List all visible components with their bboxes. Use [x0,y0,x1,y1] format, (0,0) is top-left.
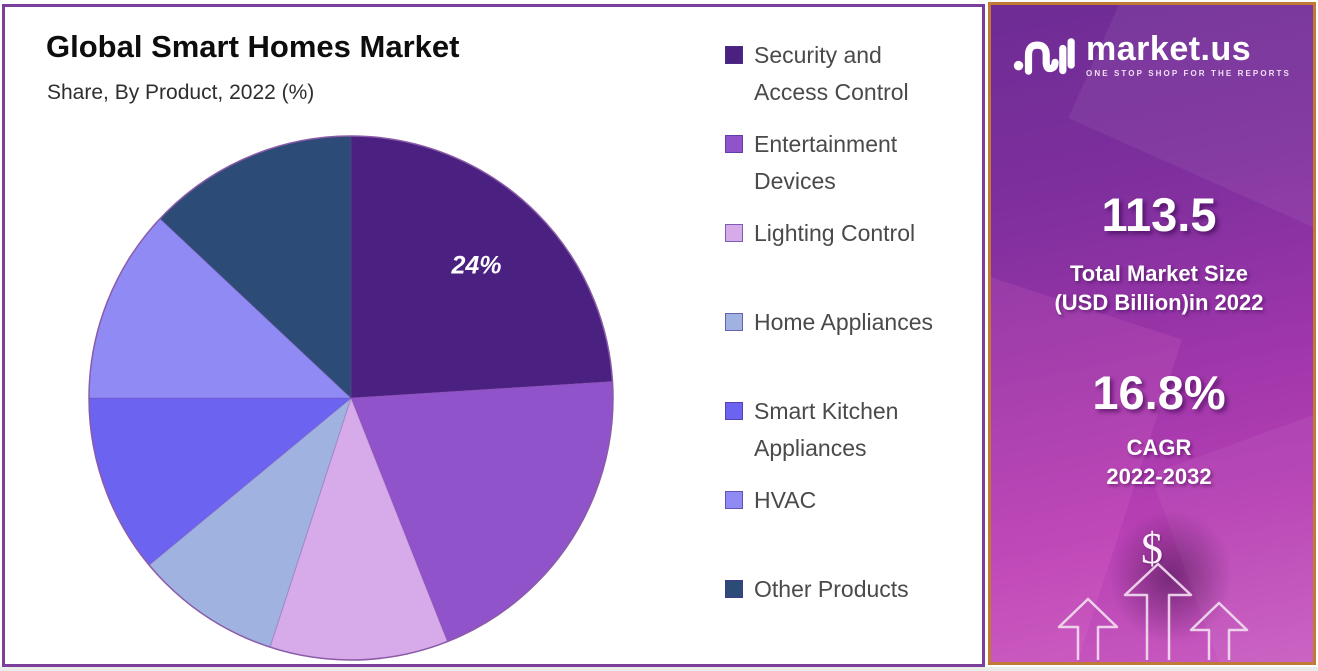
logo-tagline: ONE STOP SHOP FOR THE REPORTS [1086,68,1291,78]
legend-item: Lighting Control [725,215,985,304]
chart-subtitle: Share, By Product, 2022 (%) [47,81,315,104]
brand-logo: market.us ONE STOP SHOP FOR THE REPORTS [991,29,1313,79]
market-size-value: 113.5 [1101,188,1217,241]
legend-label: HVAC [754,487,817,513]
cagr-value: 16.8% [1092,366,1226,419]
legend-item: HVAC [725,482,985,571]
legend-item: Entertainment Devices [725,126,985,215]
pie-outline [88,135,614,661]
legend-item: Home Appliances [725,304,985,393]
market-size-stat: 113.5 Total Market Size (USD Billion)in … [991,189,1313,317]
legend-item: Smart Kitchen Appliances [725,393,985,482]
brand-panel: market.us ONE STOP SHOP FOR THE REPORTS … [988,2,1316,665]
cagr-label-line2: 2022-2032 [1106,464,1212,489]
pie-slice-label: 24% [450,251,501,279]
chart-title: Global Smart Homes Market [46,29,460,64]
chart-panel: Global Smart Homes Market Share, By Prod… [2,4,985,667]
chart-legend: Security and Access Control Entertainment D… [725,37,985,660]
page-bottom-strip [0,667,1318,671]
legend-swatch-icon [725,224,743,242]
cagr-label-line1: CAGR [1126,435,1192,460]
legend-item: Security and Access Control [725,37,985,126]
cagr-stat: 16.8% CAGR 2022-2032 [991,367,1313,491]
legend-swatch-icon [725,46,743,64]
legend-label: Smart Kitchen Appliances [754,398,899,461]
market-size-label-line2: (USD Billion)in 2022 [1054,290,1264,315]
legend-swatch-icon [725,402,743,420]
logo-text: market.us [1086,29,1252,68]
market-size-label-line1: Total Market Size [1069,261,1249,286]
growth-arrows-icon [1057,562,1249,660]
legend-label: Lighting Control [754,220,916,246]
pie-chart: 24% [88,135,614,661]
legend-item: Other Products [725,571,985,660]
legend-swatch-icon [725,491,743,509]
legend-label: Home Appliances [754,309,933,335]
legend-label: Other Products [754,576,909,602]
market-us-logo-icon [1013,38,1075,75]
legend-swatch-icon [725,135,743,153]
dollar-icon: $ [1141,524,1163,573]
legend-label: Entertainment Devices [754,131,898,194]
legend-label: Security and Access Control [754,42,909,105]
legend-swatch-icon [725,580,743,598]
legend-swatch-icon [725,313,743,331]
